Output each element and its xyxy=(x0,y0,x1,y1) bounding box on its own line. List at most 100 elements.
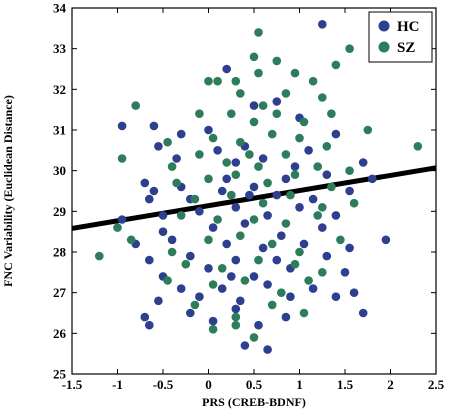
point-sz-8 xyxy=(308,76,318,86)
point-sz-7 xyxy=(290,68,300,78)
x-tick-label-2: -0.5 xyxy=(153,377,174,392)
point-hc-14 xyxy=(304,146,313,155)
legend-label-hc: HC xyxy=(397,19,420,35)
y-axis-label: FNC Variability (Euclidean Distance) xyxy=(1,95,15,287)
point-hc-65 xyxy=(236,296,245,306)
point-hc-47 xyxy=(299,239,309,249)
point-hc-52 xyxy=(272,255,282,265)
point-sz-74 xyxy=(299,308,309,318)
point-hc-59 xyxy=(176,284,186,293)
legend-marker-sz xyxy=(378,41,390,53)
point-hc-23 xyxy=(322,170,332,179)
point-sz-78 xyxy=(95,251,104,261)
point-hc-35 xyxy=(263,211,272,220)
point-hc-41 xyxy=(277,231,286,240)
point-hc-51 xyxy=(231,255,241,265)
point-hc-81 xyxy=(149,186,159,196)
point-sz-37 xyxy=(172,178,181,188)
point-sz-81 xyxy=(363,125,373,135)
x-tick-label-5: 1 xyxy=(296,377,303,392)
point-sz-77 xyxy=(231,320,241,330)
point-hc-45 xyxy=(222,239,231,249)
point-hc-10 xyxy=(331,129,341,139)
point-sz-27 xyxy=(267,129,277,139)
point-hc-61 xyxy=(263,280,272,289)
y-tick-label-9: 34 xyxy=(53,1,67,16)
point-hc-46 xyxy=(258,243,268,253)
point-sz-58 xyxy=(267,239,277,249)
point-hc-38 xyxy=(158,227,168,236)
point-sz-72 xyxy=(231,312,241,322)
point-sz-36 xyxy=(345,166,354,175)
point-hc-58 xyxy=(340,268,350,277)
point-hc-49 xyxy=(145,255,154,265)
point-sz-11 xyxy=(204,76,213,86)
point-sz-55 xyxy=(167,247,177,257)
point-sz-17 xyxy=(195,109,204,118)
point-hc-5 xyxy=(272,97,282,106)
legend-label-sz: SZ xyxy=(397,40,415,56)
point-sz-44 xyxy=(227,190,236,200)
point-hc-37 xyxy=(331,211,341,220)
point-hc-26 xyxy=(217,186,227,196)
point-sz-80 xyxy=(113,223,122,232)
point-hc-16 xyxy=(231,158,241,167)
x-tick-label-6: 1.5 xyxy=(337,377,354,392)
point-sz-48 xyxy=(349,198,359,208)
point-hc-33 xyxy=(195,207,204,216)
point-sz-52 xyxy=(281,219,291,228)
point-hc-76 xyxy=(358,308,368,318)
point-sz-64 xyxy=(290,259,300,269)
legend: HC SZ xyxy=(368,11,433,63)
point-sz-54 xyxy=(126,235,136,245)
point-hc-7 xyxy=(204,125,213,135)
point-hc-13 xyxy=(258,154,268,163)
y-tick-label-5: 30 xyxy=(53,163,66,178)
point-sz-10 xyxy=(131,101,140,110)
point-hc-18 xyxy=(140,178,150,188)
point-hc-1 xyxy=(117,121,127,131)
point-hc-53 xyxy=(322,251,332,261)
point-sz-28 xyxy=(295,133,304,143)
point-hc-40 xyxy=(240,219,250,228)
y-tick-label-1: 26 xyxy=(53,326,67,341)
point-sz-60 xyxy=(336,235,345,245)
point-hc-30 xyxy=(345,186,354,196)
point-hc-17 xyxy=(358,158,368,167)
y-tick-label-0: 25 xyxy=(53,367,67,382)
point-hc-60 xyxy=(217,284,227,293)
point-sz-70 xyxy=(304,276,313,285)
point-sz-9 xyxy=(331,60,341,70)
point-sz-47 xyxy=(318,203,327,212)
point-sz-29 xyxy=(322,142,332,151)
point-hc-15 xyxy=(172,154,181,163)
point-sz-51 xyxy=(249,215,259,224)
point-sz-18 xyxy=(227,109,236,118)
point-hc-42 xyxy=(318,223,327,232)
point-sz-53 xyxy=(313,211,323,220)
point-hc-75 xyxy=(254,320,263,330)
point-hc-29 xyxy=(308,194,318,204)
point-sz-2 xyxy=(272,56,282,66)
point-sz-69 xyxy=(277,288,286,298)
point-sz-20 xyxy=(272,109,282,118)
point-hc-55 xyxy=(204,264,213,273)
point-hc-21 xyxy=(249,182,259,192)
point-sz-50 xyxy=(213,215,222,224)
point-sz-79 xyxy=(413,142,423,151)
point-sz-49 xyxy=(176,211,186,220)
point-sz-75 xyxy=(208,325,218,334)
point-sz-6 xyxy=(254,68,263,78)
points-layer xyxy=(95,20,423,354)
point-hc-39 xyxy=(208,223,218,232)
point-sz-31 xyxy=(195,150,204,159)
point-sz-39 xyxy=(231,170,241,179)
point-sz-66 xyxy=(163,276,172,285)
point-hc-50 xyxy=(186,251,195,261)
point-hc-36 xyxy=(295,203,304,212)
point-hc-48 xyxy=(345,243,354,253)
point-sz-59 xyxy=(295,247,304,257)
y-tick-label-2: 27 xyxy=(53,285,67,300)
point-hc-69 xyxy=(186,308,195,318)
point-hc-4 xyxy=(249,101,259,110)
